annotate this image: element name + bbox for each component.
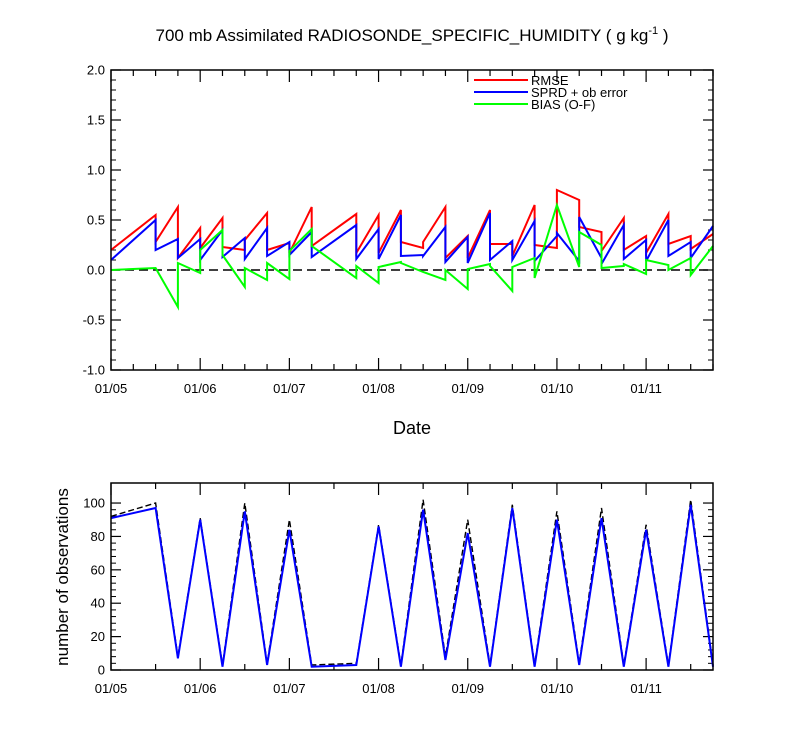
y-tick-label: 1.5 — [87, 113, 105, 128]
x-tick-label: 01/07 — [273, 681, 306, 696]
x-axis-label: Date — [393, 418, 431, 438]
series-observations-assimilated — [110, 504, 714, 668]
x-tick-label: 01/10 — [541, 381, 574, 396]
y-tick-label: 0.0 — [87, 263, 105, 278]
legend-label: BIAS (O-F) — [531, 97, 595, 112]
y-tick-label: 2.0 — [87, 63, 105, 78]
x-tick-label: 01/11 — [630, 681, 662, 696]
x-tick-label: 01/07 — [273, 381, 306, 396]
x-tick-label: 01/06 — [184, 381, 217, 396]
y-tick-label: 20 — [91, 629, 105, 644]
x-tick-label: 01/08 — [362, 381, 395, 396]
x-tick-label: 01/08 — [362, 681, 395, 696]
x-tick-label: 01/09 — [451, 381, 484, 396]
y-tick-label: 40 — [91, 596, 105, 611]
y-axis-label: number of observations — [53, 488, 72, 666]
chart-title: 700 mb Assimilated RADIOSONDE_SPECIFIC_H… — [156, 25, 669, 45]
observations-chart: 01/05 01/06 01/07 01/08 01/09 01/10 01/11 0 20 40… — [53, 482, 714, 696]
y-tick-label: 100 — [83, 496, 105, 511]
x-tick-label: 01/09 — [451, 681, 484, 696]
chart-title-exponent: -1 — [648, 25, 658, 37]
y-tick-label: -0.5 — [83, 313, 105, 328]
series-sprd-ob-error — [110, 212, 714, 268]
chart-title-text: 700 mb Assimilated RADIOSONDE_SPECIFIC_H… — [156, 26, 649, 45]
x-tick-label: 01/06 — [184, 681, 217, 696]
series-rmse — [110, 188, 714, 262]
x-tick-label: 01/05 — [95, 381, 128, 396]
x-tick-label: 01/05 — [95, 681, 128, 696]
series-bias-o-f — [110, 201, 714, 311]
x-tick-label: 01/10 — [541, 681, 574, 696]
x-tick-label: 01/11 — [630, 381, 662, 396]
y-tick-label: 0.5 — [87, 213, 105, 228]
y-tick-label: 0 — [98, 663, 105, 678]
legend-label: RMSE — [531, 73, 569, 88]
rmse-bias-chart: 700 mb Assimilated RADIOSONDE_SPECIFIC_H… — [83, 25, 714, 438]
y-tick-label: -1.0 — [83, 363, 105, 378]
y-tick-label: 1.0 — [87, 163, 105, 178]
y-tick-label: 60 — [91, 562, 105, 577]
top-plot-frame — [110, 69, 714, 371]
chart-title-suffix: ) — [658, 26, 668, 45]
legend-label: SPRD + ob error — [531, 85, 628, 100]
y-tick-label: 80 — [91, 529, 105, 544]
bottom-plot-frame — [110, 482, 714, 671]
